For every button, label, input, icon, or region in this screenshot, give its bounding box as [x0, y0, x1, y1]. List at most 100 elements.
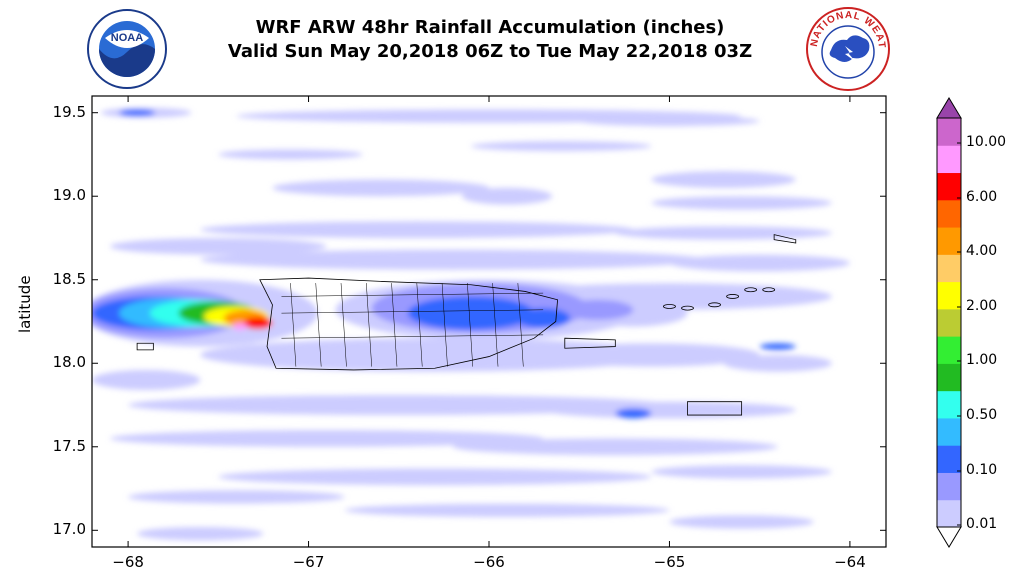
rainfall-contour	[137, 526, 264, 541]
virgin-island-outline	[726, 294, 740, 299]
rainfall-contour	[200, 249, 706, 270]
title-line-2: Valid Sun May 20,2018 06Z to Tue May 22,…	[227, 41, 753, 62]
y-axis-label: latitude	[16, 275, 34, 333]
y-tick-label: 19.0	[52, 186, 86, 205]
colorbar-label: 10.00	[966, 134, 1007, 150]
x-tick-label: −64	[834, 553, 866, 571]
y-tick-label: 18.5	[52, 269, 86, 288]
municipality-boundary	[441, 283, 448, 367]
rainfall-contour	[200, 338, 670, 372]
colorbar-segment	[937, 390, 961, 419]
municipality-boundary	[281, 334, 544, 339]
vieques-outline	[564, 337, 616, 349]
rainfall-contour	[200, 221, 634, 238]
rainfall-contour	[461, 187, 553, 205]
municipality-boundary	[492, 283, 499, 367]
colorbar-label: 1.00	[966, 352, 998, 368]
rainfall-contour	[243, 317, 273, 330]
colorbar-label: 6.00	[966, 189, 998, 205]
colorbar-segment	[937, 281, 961, 310]
colorbar-segment	[937, 417, 961, 446]
rainfall-field	[92, 107, 850, 541]
rainfall-contour	[561, 299, 634, 320]
municipality-boundary	[391, 283, 398, 367]
colorbar-segment	[937, 363, 961, 392]
y-tick-label: 17.5	[52, 436, 86, 455]
rainfall-contour	[128, 490, 345, 504]
rainfall-contour	[452, 438, 778, 456]
noaa-logo-text: NOAA	[111, 32, 143, 44]
rainfall-contour	[128, 394, 670, 416]
mona-island-outline	[136, 342, 154, 351]
anegada-outline	[773, 234, 797, 244]
colorbar-segment	[937, 199, 961, 228]
rainfall-contour	[119, 109, 156, 117]
rainfall-contour	[232, 323, 248, 330]
municipality-boundary	[281, 309, 544, 314]
municipality-boundary	[366, 283, 372, 367]
nws-logo: NATIONAL WEATHER SERVICE	[805, 6, 890, 91]
rainfall-contour	[651, 171, 796, 188]
rainfall-contour	[110, 237, 327, 255]
title-line-1: WRF ARW 48hr Rainfall Accumulation (inch…	[255, 17, 725, 38]
rainfall-contour	[543, 401, 796, 419]
x-tick-label: −66	[473, 553, 505, 571]
municipality-boundary	[290, 283, 297, 367]
rainfall-contour	[344, 503, 670, 517]
virgin-island-outline	[762, 287, 776, 293]
colorbar-label: 0.50	[966, 407, 998, 423]
rainfall-contour	[669, 515, 814, 529]
rainfall-contour	[470, 141, 652, 152]
rainfall-contour	[759, 343, 796, 350]
municipality-boundary	[416, 283, 423, 367]
colorbar-segment	[937, 472, 961, 501]
colorbar-segment	[937, 145, 961, 174]
map-title: WRF ARW 48hr Rainfall Accumulation (inch…	[180, 16, 800, 64]
colorbar-extend-top	[936, 97, 962, 119]
rainfall-contour	[407, 296, 535, 330]
y-tick-label: 18.0	[52, 353, 86, 372]
colorbar-segment	[937, 118, 961, 146]
colorbar-segment	[937, 445, 961, 473]
rainfall-contour	[669, 254, 850, 272]
municipality-boundary	[517, 283, 524, 367]
colorbar-label: 0.01	[966, 516, 998, 532]
puerto-rico-outline	[259, 277, 558, 371]
virgin-island-outline	[681, 305, 694, 311]
colorbar-label: 2.00	[966, 298, 998, 314]
colorbar-segment	[937, 308, 961, 337]
municipality-boundary	[315, 283, 322, 367]
y-tick-label: 19.5	[52, 102, 86, 121]
municipality-boundary	[467, 283, 474, 367]
colorbar-label: 4.00	[966, 243, 998, 259]
colorbar-frame	[936, 117, 962, 528]
rainfall-contour	[543, 343, 760, 367]
municipality-boundary	[281, 292, 544, 297]
virgin-island-outline	[663, 304, 676, 309]
x-tick-label: −68	[112, 553, 144, 571]
st-croix-outline	[687, 401, 743, 416]
rainfall-contour	[651, 465, 832, 479]
colorbar-segment	[937, 254, 961, 283]
noaa-logo: NOAA	[87, 9, 167, 89]
colorbar-segment	[937, 227, 961, 255]
colorbar-extend-bottom	[936, 526, 962, 548]
rainfall-contour	[651, 196, 832, 210]
colorbar-segment	[937, 336, 961, 364]
x-tick-label: −65	[653, 553, 686, 571]
rainfall-contour	[723, 354, 832, 372]
y-tick-label: 17.0	[52, 520, 86, 539]
colorbar-segment	[937, 172, 961, 201]
rainfall-contour	[615, 226, 832, 240]
rainfall-contour	[579, 116, 760, 127]
virgin-island-outline	[708, 302, 721, 308]
x-tick-label: −67	[292, 553, 325, 571]
rainfall-contour	[272, 179, 489, 197]
colorbar-label: 0.10	[966, 462, 998, 478]
virgin-island-outline	[744, 287, 758, 293]
rainfall-contour	[110, 430, 544, 447]
colorbar-segment	[937, 499, 961, 528]
rainfall-contour	[92, 369, 201, 390]
